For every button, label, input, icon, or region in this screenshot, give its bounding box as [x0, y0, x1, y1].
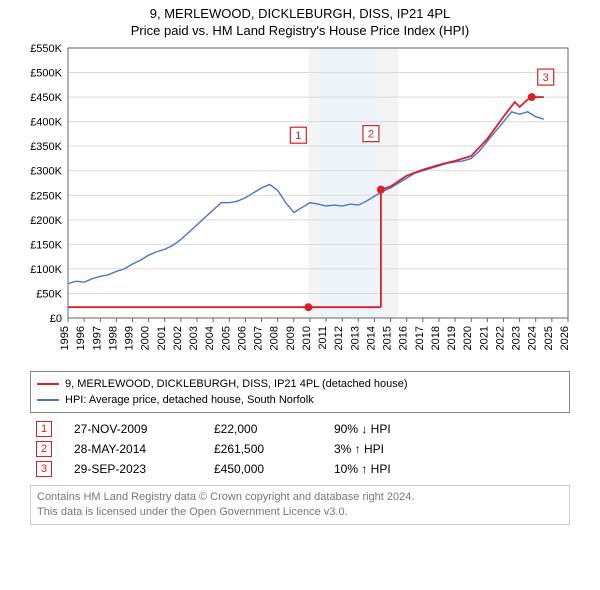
- svg-text:2020: 2020: [462, 326, 474, 350]
- svg-text:2021: 2021: [478, 326, 490, 350]
- event-date: 29-SEP-2023: [74, 462, 214, 476]
- svg-text:2018: 2018: [430, 326, 442, 350]
- event-price: £22,000: [214, 422, 334, 436]
- svg-text:2016: 2016: [398, 326, 410, 350]
- event-marker: 1: [36, 421, 52, 437]
- event-price: £450,000: [214, 462, 334, 476]
- svg-text:£400K: £400K: [30, 117, 62, 129]
- event-diff: 10% ↑ HPI: [334, 462, 570, 476]
- legend-label: HPI: Average price, detached house, Sout…: [65, 392, 314, 408]
- svg-text:2001: 2001: [156, 326, 168, 350]
- svg-text:£150K: £150K: [30, 239, 62, 251]
- svg-text:£500K: £500K: [30, 68, 62, 80]
- event-row: 2 28-MAY-2014£261,5003% ↑ HPI: [30, 439, 570, 459]
- svg-text:£350K: £350K: [30, 141, 62, 153]
- svg-text:2014: 2014: [365, 326, 377, 350]
- svg-text:£550K: £550K: [30, 43, 62, 55]
- events-table: 1 27-NOV-2009£22,00090% ↓ HPI 2 28-MAY-2014…: [30, 419, 570, 479]
- legend-row: 9, MERLEWOOD, DICKLEBURGH, DISS, IP21 4P…: [37, 376, 563, 392]
- svg-text:1995: 1995: [59, 326, 71, 350]
- legend-row: HPI: Average price, detached house, Sout…: [37, 392, 563, 408]
- svg-text:2003: 2003: [188, 326, 200, 350]
- legend-swatch: [37, 399, 59, 401]
- footnote: Contains HM Land Registry data © Crown c…: [30, 485, 570, 525]
- svg-text:£250K: £250K: [30, 190, 62, 202]
- legend-label: 9, MERLEWOOD, DICKLEBURGH, DISS, IP21 4P…: [65, 376, 408, 392]
- price-chart: £0 £50K £100K £150K £200K £250K £300K £350K £400…: [20, 42, 580, 362]
- svg-text:2007: 2007: [253, 326, 265, 350]
- svg-text:£200K: £200K: [30, 215, 62, 227]
- event-diff: 90% ↓ HPI: [334, 422, 570, 436]
- svg-text:2000: 2000: [140, 326, 152, 350]
- svg-text:2025: 2025: [543, 326, 555, 350]
- svg-text:2006: 2006: [236, 326, 248, 350]
- chart-area: £0 £50K £100K £150K £200K £250K £300K £350K £400…: [20, 42, 580, 367]
- event-marker: 3: [36, 461, 52, 477]
- svg-text:2017: 2017: [414, 326, 426, 350]
- svg-text:2005: 2005: [220, 326, 232, 350]
- legend: 9, MERLEWOOD, DICKLEBURGH, DISS, IP21 4P…: [30, 371, 570, 413]
- title-line-2: Price paid vs. HM Land Registry's House …: [0, 21, 600, 42]
- svg-text:1996: 1996: [75, 326, 87, 350]
- event-marker: 2: [36, 441, 52, 457]
- event-date: 27-NOV-2009: [74, 422, 214, 436]
- svg-text:2009: 2009: [285, 326, 297, 350]
- footnote-line-1: Contains HM Land Registry data © Crown c…: [37, 490, 563, 505]
- svg-text:£100K: £100K: [30, 264, 62, 276]
- title-line-1: 9, MERLEWOOD, DICKLEBURGH, DISS, IP21 4P…: [0, 0, 600, 21]
- event-row: 1 27-NOV-2009£22,00090% ↓ HPI: [30, 419, 570, 439]
- svg-text:2011: 2011: [317, 326, 329, 350]
- svg-text:3: 3: [543, 72, 549, 84]
- svg-text:2022: 2022: [494, 326, 506, 350]
- svg-text:1: 1: [295, 130, 301, 142]
- svg-text:2015: 2015: [382, 326, 394, 350]
- event-price: £261,500: [214, 442, 334, 456]
- svg-text:£450K: £450K: [30, 92, 62, 104]
- svg-text:£0: £0: [50, 313, 62, 325]
- svg-text:2: 2: [368, 129, 374, 141]
- svg-text:2024: 2024: [527, 326, 539, 350]
- svg-text:2023: 2023: [511, 326, 523, 350]
- svg-text:2004: 2004: [204, 326, 216, 350]
- svg-text:1998: 1998: [107, 326, 119, 350]
- svg-text:2002: 2002: [172, 326, 184, 350]
- legend-swatch: [37, 383, 59, 385]
- svg-text:2010: 2010: [301, 326, 313, 350]
- svg-text:2008: 2008: [269, 326, 281, 350]
- footnote-line-2: This data is licensed under the Open Gov…: [37, 505, 563, 520]
- event-row: 3 29-SEP-2023£450,00010% ↑ HPI: [30, 459, 570, 479]
- svg-text:2012: 2012: [333, 326, 345, 350]
- svg-text:2013: 2013: [349, 326, 361, 350]
- event-date: 28-MAY-2014: [74, 442, 214, 456]
- svg-text:£300K: £300K: [30, 166, 62, 178]
- svg-text:2026: 2026: [559, 326, 571, 350]
- event-diff: 3% ↑ HPI: [334, 442, 570, 456]
- svg-text:1999: 1999: [124, 326, 136, 350]
- svg-text:£50K: £50K: [36, 288, 62, 300]
- svg-text:1997: 1997: [91, 326, 103, 350]
- svg-text:2019: 2019: [446, 326, 458, 350]
